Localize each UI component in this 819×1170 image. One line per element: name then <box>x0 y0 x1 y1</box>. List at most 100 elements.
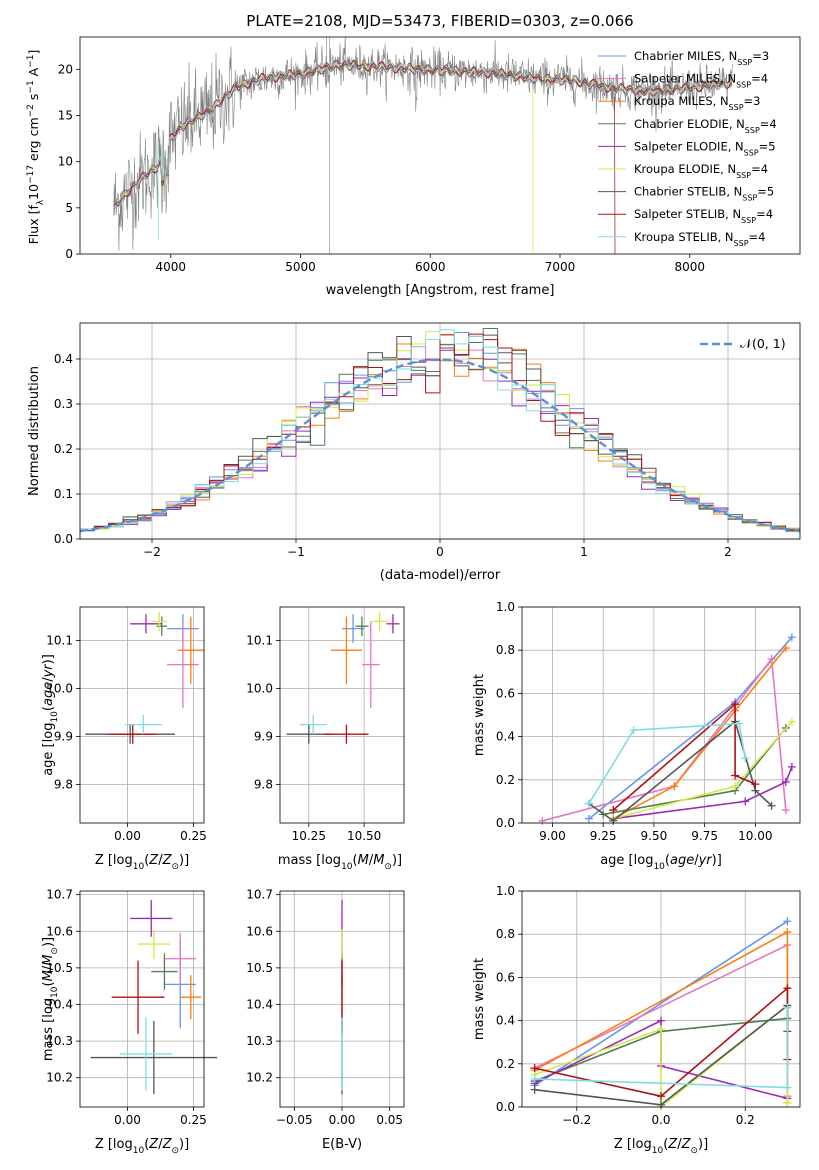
spectrum-xtick-label: 6000 <box>415 260 446 274</box>
age-weight-marker <box>731 771 740 780</box>
mass-age-ytick-label: 9.9 <box>254 730 273 744</box>
z-weight-marker <box>657 1025 665 1034</box>
z-weight-ytick-label: 0.0 <box>496 1100 515 1114</box>
residuals-ytick-label: 0.4 <box>54 352 73 366</box>
age-weight-marker <box>670 782 679 791</box>
z-age-ylabel: age [log10(age/yr)] <box>41 654 60 776</box>
mass-age-ytick-label: 10.1 <box>246 634 273 648</box>
z-weight-ytick-label: 0.2 <box>496 1057 515 1071</box>
histogram-step-8 <box>80 329 800 533</box>
spectrum-xtick-label: 5000 <box>285 260 316 274</box>
age-weight-marker <box>781 806 790 815</box>
spectrum-xlabel: wavelength [Angstrom, rest frame] <box>326 283 555 298</box>
residuals-ytick-label: 0.1 <box>54 487 73 501</box>
spectrum-xtick-label: 7000 <box>545 260 576 274</box>
age-weight-line <box>588 722 746 805</box>
z-weight-ytick-label: 0.6 <box>496 970 515 984</box>
residuals-xtick-label: 2 <box>724 545 732 559</box>
z-mass-ytick-label: 10.2 <box>46 1071 73 1085</box>
z-weight-marker <box>657 1092 665 1101</box>
ebv-mass-ytick-label: 10.3 <box>246 1034 273 1048</box>
spectrum-ytick-label: 0 <box>65 247 73 261</box>
z-weight-marker <box>783 917 792 926</box>
age-weight-ytick-label: 0.2 <box>496 773 515 787</box>
ebv-mass-ytick-label: 10.5 <box>246 961 273 975</box>
age-weight-marker <box>629 726 638 735</box>
ebv-mass-ytick-label: 10.7 <box>246 888 273 902</box>
ebv-mass-xlabel: E(B-V) <box>322 1137 362 1152</box>
z-weight-ytick-label: 1.0 <box>496 884 515 898</box>
residuals-ytick-label: 0.2 <box>54 442 73 456</box>
age-weight-marker <box>741 797 750 806</box>
mass-age-xtick-label: 10.25 <box>292 829 326 843</box>
z-weight-ytick-label: 0.4 <box>496 1014 515 1028</box>
z-age-ytick-label: 10.1 <box>46 634 73 648</box>
age-weight-line <box>612 647 787 820</box>
spectrum-legend-label: Kroupa MILES, NSSP=3 <box>634 94 760 112</box>
residuals-xtick-label: 0 <box>436 545 444 559</box>
z-mass-xlabel: Z [log10(Z/Z⊙)] <box>95 1137 189 1156</box>
spectrum-legend-label: Salpeter MILES, NSSP=4 <box>634 72 768 90</box>
z-weight-xlabel: Z [log10(Z/Z⊙)] <box>614 1137 708 1156</box>
age-weight-marker <box>584 814 593 823</box>
z-mass-ytick-label: 10.3 <box>46 1034 73 1048</box>
ebv-mass-ytick-label: 10.6 <box>246 924 273 938</box>
mass-age-xlabel: mass [log10(M/M⊙)] <box>278 853 402 872</box>
age-weight-marker <box>787 717 796 726</box>
age-weight-ytick-label: 0.4 <box>496 730 515 744</box>
spectrum-legend-label: Chabrier STELIB, NSSP=5 <box>634 185 774 203</box>
mass-age-ytick-label: 9.8 <box>254 778 273 792</box>
z-age-axes: 0.00 0.25 9.8 9.9 10.0 10.1 <box>46 607 207 843</box>
z-age-ytick-label: 9.9 <box>54 730 73 744</box>
age-weight-line <box>588 636 793 820</box>
residuals-xlabel: (data-model)/error <box>380 568 501 583</box>
ebv-mass-xtick-label: −0.05 <box>276 1113 313 1127</box>
figure-title: PLATE=2108, MJD=53473, FIBERID=0303, z=0… <box>246 12 634 30</box>
z-weight-xtick-label: −0.2 <box>562 1113 591 1127</box>
age-weight-xtick-label: 9.00 <box>539 829 566 843</box>
age-weight-line <box>603 727 787 816</box>
age-weight-marker <box>781 644 790 653</box>
spectrum-axes: 4000 5000 6000 7000 8000 0 5 10 15 20 <box>58 62 705 274</box>
spectrum-legend-label: Kroupa ELODIE, NSSP=4 <box>634 162 768 180</box>
mass-age-axes: 10.25 10.50 9.8 9.9 10.0 10.1 <box>246 607 404 843</box>
age-weight-marker <box>731 700 740 709</box>
z-weight-marker <box>783 1098 792 1107</box>
z-weight-marker <box>657 1016 665 1025</box>
histogram-legend-label: 𝒩(0, 1) <box>740 336 786 351</box>
z-mass-xtick-label: 0.00 <box>114 1113 141 1127</box>
spectrum-legend-label: Salpeter ELODIE, NSSP=5 <box>634 139 776 157</box>
age-weight-xtick-label: 9.25 <box>590 829 617 843</box>
z-weight-xtick-label: 0.0 <box>651 1113 670 1127</box>
age-weight-marker <box>584 799 593 808</box>
age-weight-ytick-label: 0.0 <box>496 816 515 830</box>
z-mass-ytick-label: 10.6 <box>46 924 73 938</box>
ebv-mass-axes: −0.05 0.00 0.05 10.2 10.3 10.4 10.5 10.6 10.7 <box>246 888 404 1127</box>
age-weight-marker <box>741 754 750 763</box>
z-weight-marker <box>530 1074 539 1083</box>
age-weight-xtick-label: 9.75 <box>691 829 718 843</box>
z-age-xtick-label: 0.00 <box>114 829 141 843</box>
age-weight-xlabel: age [log10(age/yr)] <box>600 853 722 872</box>
residuals-ytick-label: 0.3 <box>54 397 73 411</box>
residuals-xtick-label: 1 <box>580 545 588 559</box>
spectrum-legend-label: Salpeter STELIB, NSSP=4 <box>634 207 773 225</box>
age-weight-marker <box>731 782 740 791</box>
age-weight-ytick-label: 0.8 <box>496 643 515 657</box>
age-weight-ytick-label: 0.6 <box>496 686 515 700</box>
z-weight-marker <box>530 1064 539 1073</box>
age-weight-marker <box>609 816 618 825</box>
age-weight-ytick-label: 1.0 <box>496 600 515 614</box>
spectrum-ylabel: Flux [fλ10−17 erg cm−2 s−1 A−1] <box>26 50 46 245</box>
age-weight-line <box>613 766 793 820</box>
z-mass-ytick-label: 10.4 <box>46 997 73 1011</box>
normal-reference-curve <box>79 358 801 533</box>
spectrum-xtick-label: 4000 <box>156 260 187 274</box>
spectrum-ytick-label: 15 <box>58 108 73 122</box>
z-weight-frame <box>521 890 801 1108</box>
age-weight-marker <box>767 801 776 810</box>
spectrum-xtick-label: 8000 <box>674 260 705 274</box>
age-weight-marker <box>781 777 790 786</box>
z-weight-marker <box>783 984 792 993</box>
